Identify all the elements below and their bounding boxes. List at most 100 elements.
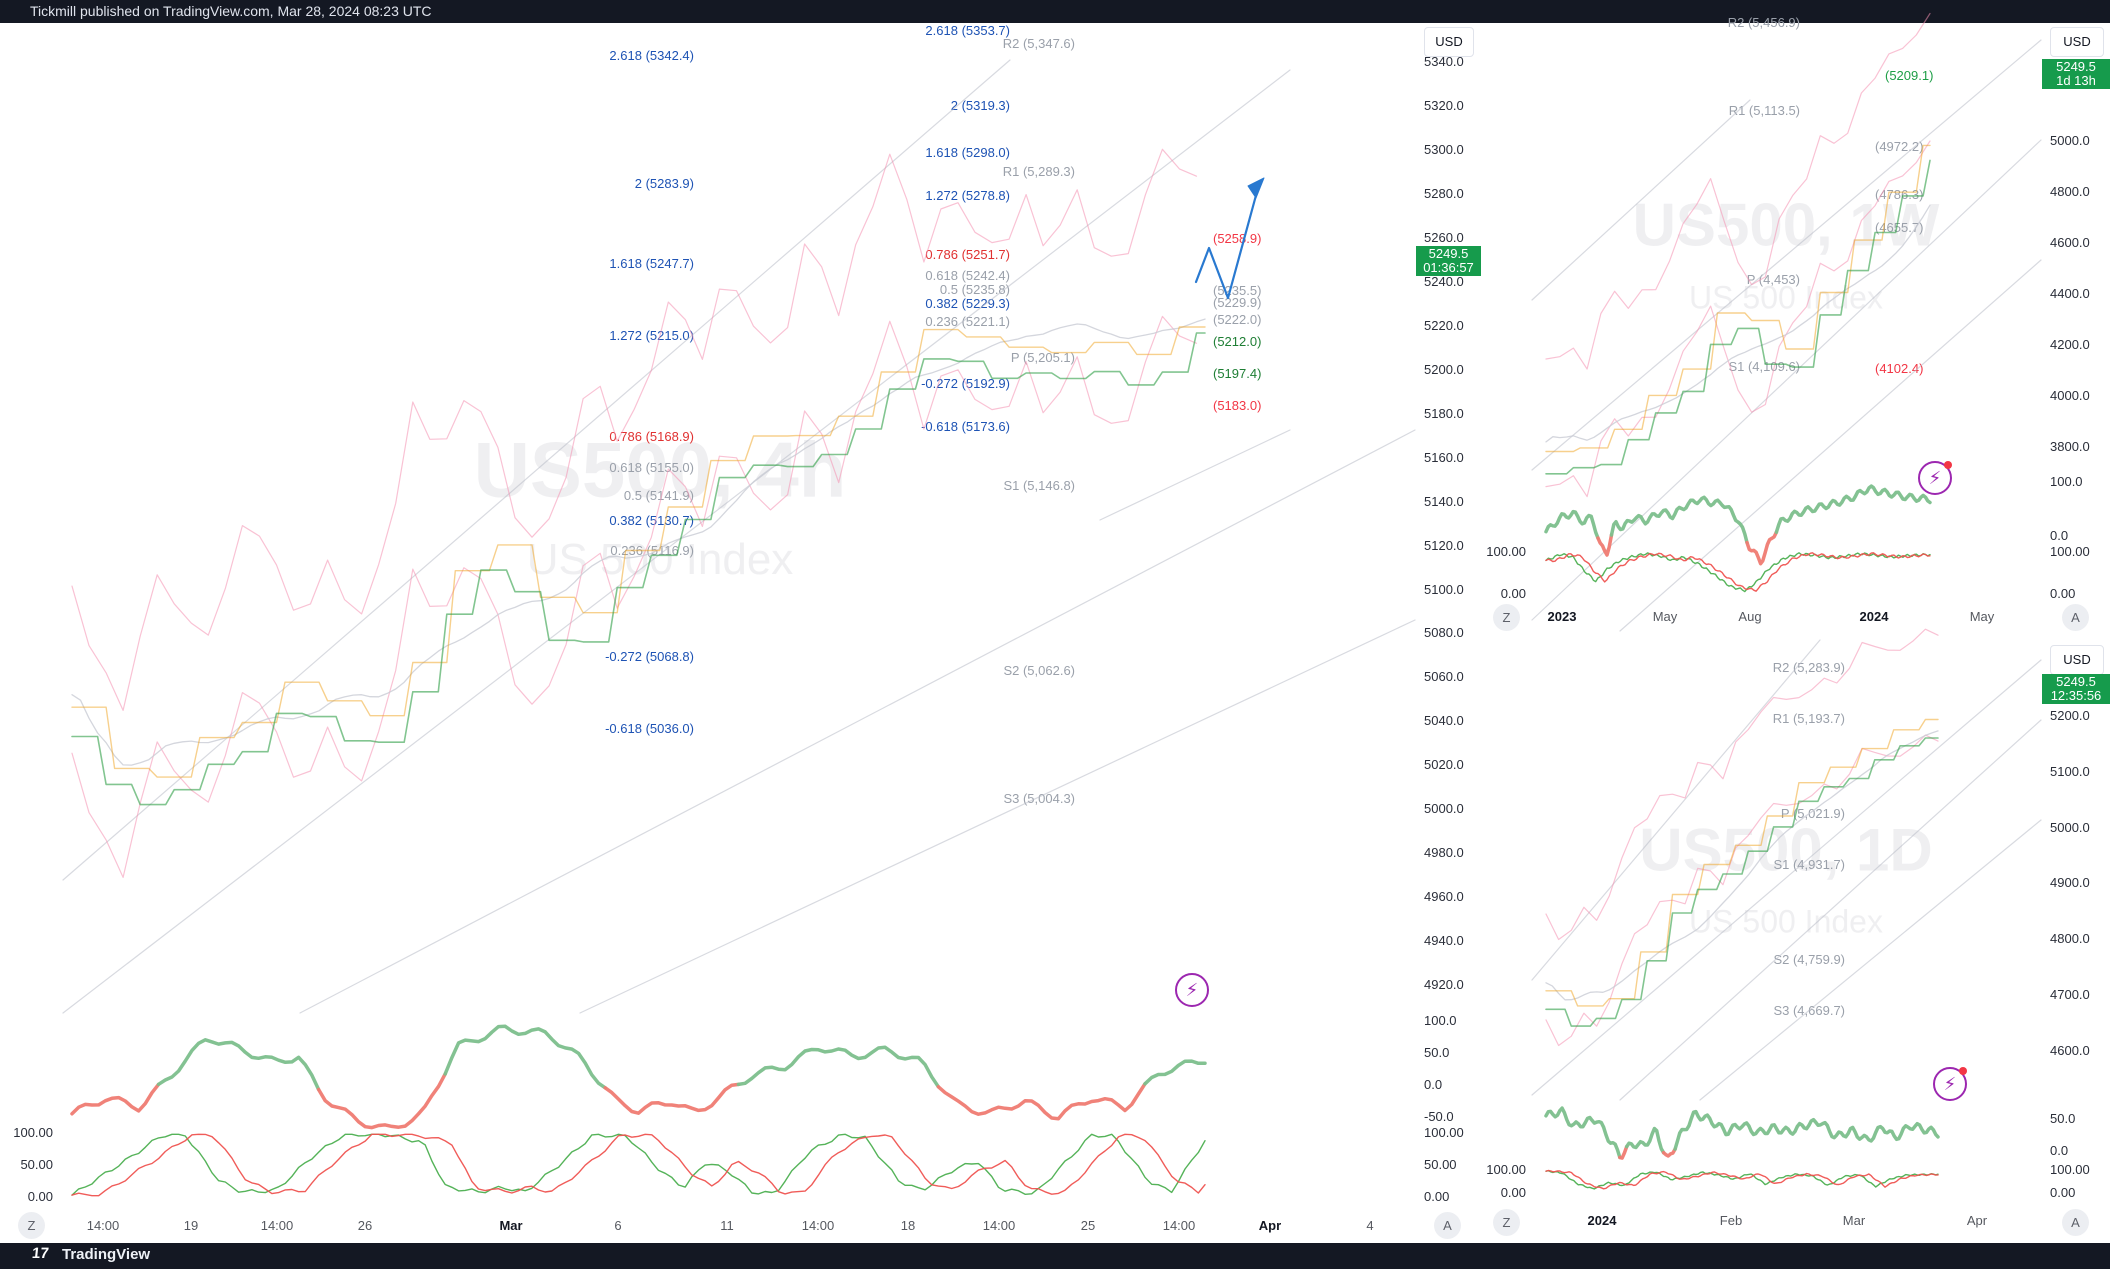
oscillator-axis-tick: 100.0 [1424, 1013, 1457, 1028]
fib-retracement-label: -0.618 (5036.0) [605, 721, 694, 737]
price-axis-tick: 5060.0 [1424, 669, 1464, 685]
watermark-description: US 500 Index [526, 535, 794, 584]
price-tag-label: (5197.4) [1213, 366, 1262, 382]
price-axis-tick: 5180.0 [1424, 405, 1464, 421]
pivot-level-label: S3 (5,004.3) [1003, 790, 1075, 806]
price-axis-tick: 5160.0 [1424, 449, 1464, 465]
stochastic-axis-tick: 100.00 [2050, 1162, 2090, 1177]
pivot-level-label: S1 (5,146.8) [1003, 477, 1075, 493]
auto-scale-button[interactable]: A [1434, 1212, 1461, 1239]
pivot-level-label: S1 (4,931.7) [1773, 856, 1845, 872]
oscillator-axis-tick: 0.0 [2050, 1143, 2069, 1158]
stochastic-axis-tick: 100.00 [1424, 1125, 1464, 1140]
time-axis-tick: 25 [1080, 1218, 1096, 1233]
stochastic-axis-tick-left: 0.00 [1500, 586, 1526, 601]
price-axis-tick: 5280.0 [1424, 185, 1464, 201]
price-axis-tick: 4900.0 [2050, 875, 2090, 891]
time-axis-tick: Mar [1842, 1213, 1866, 1228]
currency-button[interactable]: USD [1424, 27, 1474, 57]
timezone-button[interactable]: Z [18, 1212, 45, 1239]
chart-canvas[interactable] [0, 23, 2110, 1243]
pivot-level-label: R2 (5,456.9) [1727, 15, 1800, 31]
last-price-badge: 5249.5 1d 13h [2042, 59, 2110, 89]
price-axis-tick: 5100.0 [1424, 581, 1464, 597]
price-tag-label: (5229.9) [1213, 294, 1262, 310]
pivot-level-label: P (4,453) [1746, 271, 1800, 287]
price-axis-tick: 4800.0 [2050, 184, 2090, 200]
auto-scale-button[interactable]: A [2062, 604, 2089, 631]
price-axis-tick: 4980.0 [1424, 845, 1464, 861]
bar-countdown: 1d 13h [2056, 73, 2096, 88]
price-axis-tick: 5000.0 [2050, 819, 2090, 835]
stochastic-axis-tick: 0.00 [1424, 1189, 1450, 1204]
stochastic-axis-tick: 50.00 [1424, 1157, 1457, 1172]
timezone-button[interactable]: Z [1493, 1209, 1520, 1236]
fib-extension-label: 0.5 (5235.8) [939, 282, 1010, 298]
fib-extension-label: 2 (5319.3) [950, 98, 1010, 114]
price-tag-label: (4655.7) [1875, 219, 1924, 235]
price-axis-tick: 5000.0 [1424, 801, 1464, 817]
time-axis-tick: 18 [900, 1218, 916, 1233]
fib-retracement-label: 0.382 (5130.7) [609, 513, 694, 529]
time-axis-tick: Mar [499, 1218, 523, 1233]
pivot-level-label: R2 (5,283.9) [1772, 660, 1845, 676]
currency-button[interactable]: USD [2050, 27, 2104, 57]
notification-dot [1944, 461, 1952, 469]
oscillator-axis-tick: 50.0 [1424, 1045, 1450, 1060]
price-axis-tick: 5040.0 [1424, 713, 1464, 729]
oscillator-axis-tick: 0.0 [1424, 1077, 1443, 1092]
fib-retracement-label: 1.618 (5247.7) [609, 255, 694, 271]
stochastic-axis-tick: 100.00 [2050, 544, 2090, 559]
price-axis-tick: 5240.0 [1424, 273, 1464, 289]
price-axis-tick: 4600.0 [2050, 235, 2090, 251]
fib-extension-label: 0.382 (5229.3) [925, 296, 1010, 312]
price-axis-tick: 5200.0 [2050, 708, 2090, 723]
oscillator-axis-tick: -50.0 [1424, 1109, 1454, 1124]
watermark-symbol: US500, 4h [473, 425, 847, 514]
price-axis-tick: 5300.0 [1424, 141, 1464, 157]
timezone-button[interactable]: Z [1493, 604, 1520, 631]
fib-retracement-label: 0.618 (5155.0) [609, 459, 694, 475]
last-price-badge: 5249.5 01:36:57 [1416, 246, 1481, 276]
flash-trade-icon[interactable]: ⚡ [1175, 973, 1209, 1007]
fib-extension-label: 1.272 (5278.8) [925, 187, 1010, 203]
tradingview-brand[interactable]: TradingView [62, 1246, 151, 1263]
price-tag-label: (4102.4) [1875, 360, 1924, 376]
price-axis-tick: 5220.0 [1424, 317, 1464, 333]
price-axis-tick: 3800.0 [2050, 439, 2090, 455]
time-axis-tick: 14:00 [1162, 1218, 1196, 1233]
flash-trade-icon[interactable]: ⚡ [1918, 461, 1952, 495]
footer-bar: 17 TradingView [0, 1243, 2110, 1269]
stochastic-axis-tick-left: 0.00 [27, 1189, 53, 1204]
fib-extension-label: 0.236 (5221.1) [925, 314, 1010, 330]
fib-retracement-label: 2 (5283.9) [634, 176, 694, 192]
price-axis-tick: 4960.0 [1424, 889, 1464, 905]
price-axis-tick: 5340.0 [1424, 54, 1464, 69]
pivot-level-label: R1 (5,193.7) [1772, 710, 1845, 726]
last-price-badge: 5249.5 12:35:56 [2042, 674, 2110, 704]
price-axis-tick: 5260.0 [1424, 229, 1464, 245]
fib-retracement-label: 0.786 (5168.9) [609, 429, 694, 445]
time-axis-tick: 2024 [1859, 609, 1889, 624]
fib-extension-label: 1.618 (5298.0) [925, 145, 1010, 161]
pivot-level-label: R2 (5,347.6) [1002, 36, 1075, 52]
time-axis-tick: 19 [183, 1218, 199, 1233]
time-axis-tick: 11 [720, 1218, 734, 1233]
stochastic-axis-tick-left: 100.00 [13, 1125, 53, 1140]
time-axis-tick: 14:00 [982, 1218, 1016, 1233]
publish-banner: Tickmill published on TradingView.com, M… [0, 0, 2110, 23]
price-tag-label: (5209.1) [1885, 67, 1934, 83]
price-axis-tick: 5000.0 [2050, 133, 2090, 148]
pivot-level-label: R1 (5,113.5) [1728, 103, 1800, 119]
auto-scale-button[interactable]: A [2062, 1209, 2089, 1236]
time-axis-tick: Apr [1966, 1213, 1988, 1228]
bar-countdown: 12:35:56 [2050, 688, 2102, 703]
pivot-level-label: R1 (5,289.3) [1002, 164, 1075, 180]
currency-button[interactable]: USD [2050, 645, 2104, 675]
oscillator-axis-tick: 100.0 [2050, 474, 2083, 489]
time-axis-tick: 6 [614, 1218, 622, 1233]
time-axis-tick: 2024 [1587, 1213, 1617, 1228]
time-axis-tick: 14:00 [801, 1218, 835, 1233]
flash-trade-icon[interactable]: ⚡ [1933, 1067, 1967, 1101]
